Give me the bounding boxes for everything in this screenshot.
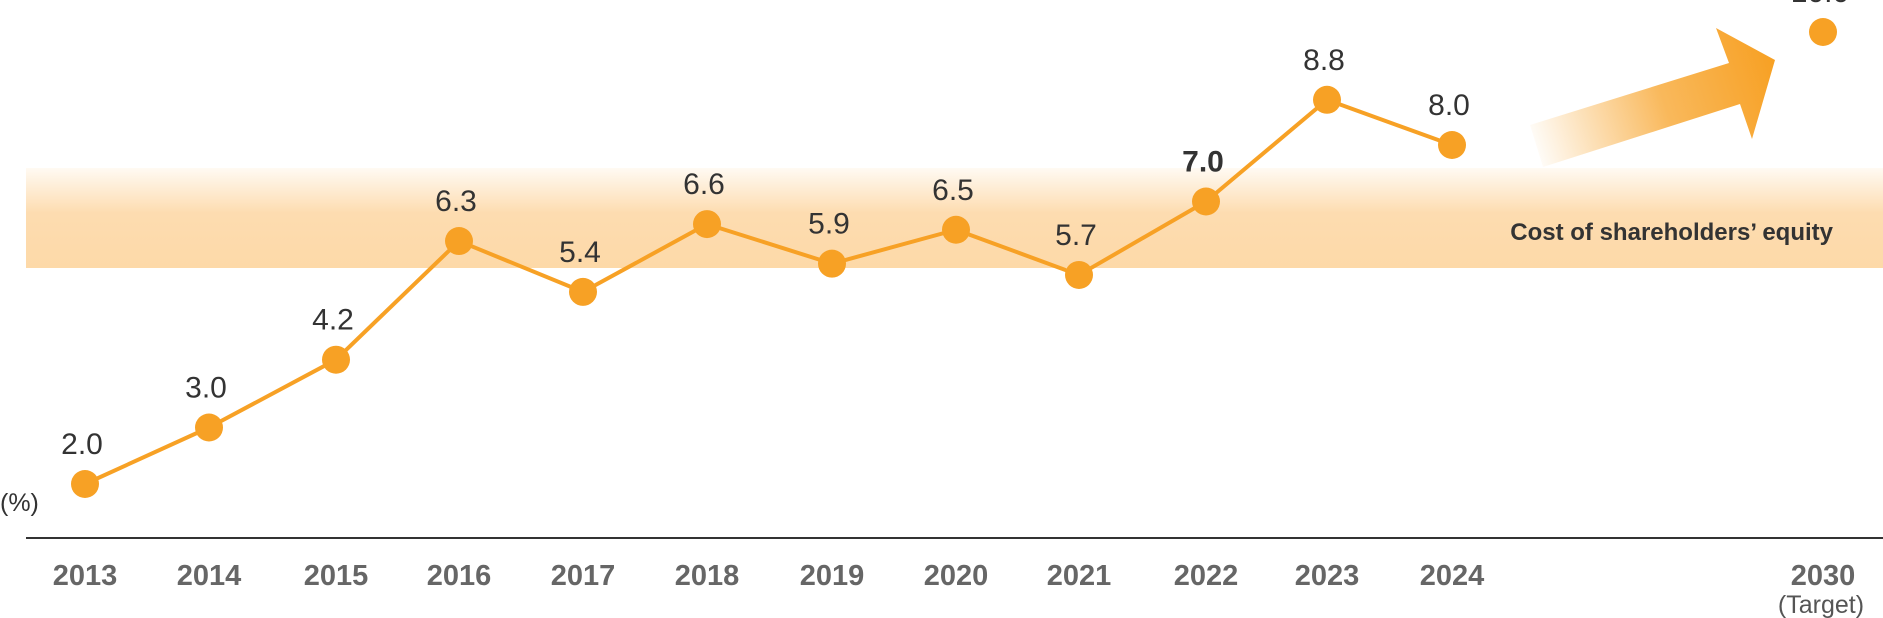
target-note: (Target) [1778,591,1864,618]
data-point-2022 [1192,187,1220,216]
band-label: Cost of shareholders’ equity [1510,219,1833,246]
data-point-2019 [818,249,846,278]
value-label-2030: 10.0 [1791,0,1849,9]
target-arrow [1530,28,1775,167]
x-tick-label-2022: 2022 [1174,560,1239,592]
x-tick-label-2015: 2015 [304,560,369,592]
value-label-2022: 7.0 [1182,146,1224,179]
value-label-2019: 5.9 [808,208,850,241]
data-point-2020 [942,215,970,244]
data-point-2024 [1438,131,1466,159]
data-point-2014 [195,413,223,442]
value-label-2018: 6.6 [683,168,725,201]
x-tick-label-2019: 2019 [800,560,865,592]
value-label-2014: 3.0 [185,372,227,405]
data-point-2018 [693,210,721,239]
x-tick-label-2016: 2016 [427,560,492,592]
value-label-2013: 2.0 [61,428,103,461]
data-point-2023 [1313,85,1341,114]
data-point-2030 [1809,18,1837,46]
data-point-2017 [569,277,597,306]
x-tick-label-2013: 2013 [53,560,118,592]
x-tick-label-2030: 2030 [1791,560,1856,592]
data-point-2015 [322,345,350,374]
value-label-2016: 6.3 [435,185,477,218]
data-point-2013 [71,470,99,498]
value-label-2023: 8.8 [1303,44,1345,77]
x-tick-label-2024: 2024 [1420,560,1485,592]
x-tick-label-2023: 2023 [1295,560,1360,592]
value-label-2020: 6.5 [932,174,974,207]
value-label-2015: 4.2 [312,304,354,337]
x-tick-label-2017: 2017 [551,560,616,592]
value-label-2017: 5.4 [559,236,601,269]
data-point-2016 [445,227,473,256]
data-point-2021 [1065,260,1093,289]
x-tick-label-2018: 2018 [675,560,740,592]
value-label-2024: 8.0 [1428,89,1470,122]
roe-series-line [84,97,1453,486]
x-tick-label-2020: 2020 [924,560,989,592]
x-tick-label-2014: 2014 [177,560,242,592]
unit-label: (%) [0,489,39,517]
value-label-2021: 5.7 [1055,219,1097,252]
x-tick-label-2021: 2021 [1047,560,1112,592]
